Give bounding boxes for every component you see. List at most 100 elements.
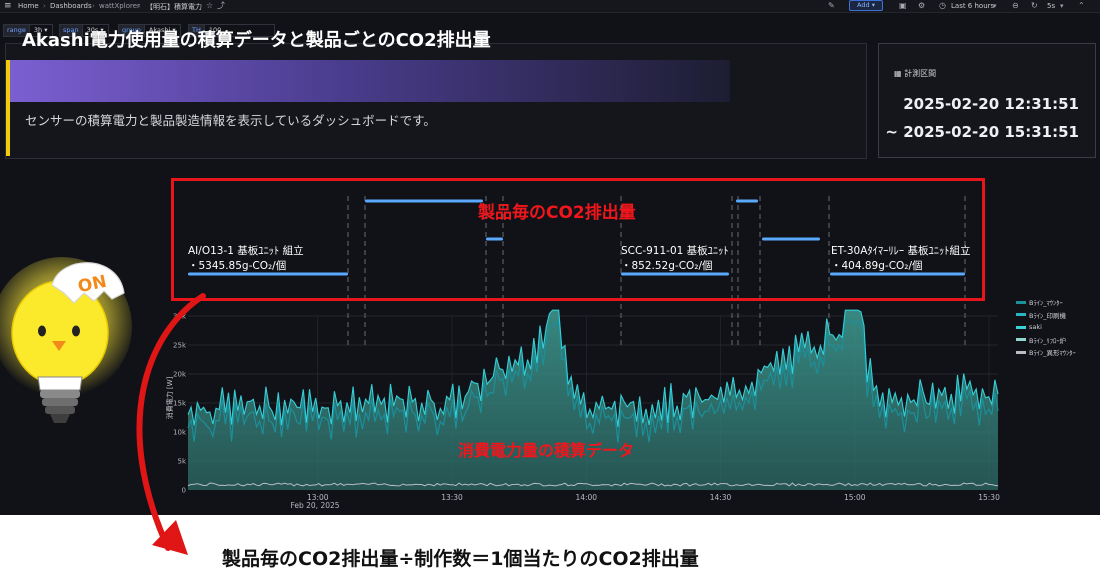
breadcrumb-dashboards[interactable]: Dashboards [50,2,92,10]
legend-swatch [1016,313,1026,317]
variable-value[interactable]: 3h ▾ [29,24,53,37]
production-bars [188,199,965,276]
title-banner [10,60,730,102]
lightbulb-mascot: ON [0,257,132,423]
variables-bar: range 3h ▾ span 30s ▾ group Akashi ▾ TH … [0,24,300,38]
series-line-odd-mounter [187,482,999,487]
breadcrumb-separator: › [92,2,95,10]
product-label: AI/O13-1 基板ﾕﾆｯﾄ 組立 ・5345.85g-CO₂/個 [188,244,304,274]
calendar-icon: ▦ [894,69,902,78]
variable-group[interactable]: group Akashi ▾ [118,24,181,37]
variable-label: range [3,24,30,37]
product-name: AI/O13-1 基板ﾕﾆｯﾄ 組立 [188,245,304,257]
legend-swatch [1016,300,1026,304]
x-tick-label: 15:30 [978,493,1000,502]
variable-value[interactable]: 30s ▾ [82,24,109,37]
y-tick-label: 5k [177,458,186,466]
variable-label: span [59,24,83,37]
y-tick-label: 25k [173,342,187,350]
variable-label: group [118,24,145,37]
legend-item[interactable]: saki [1016,321,1100,334]
title-panel [5,43,867,159]
menu-icon[interactable]: ≡ [4,1,12,11]
legend-item[interactable]: Bﾗｲﾝ_ﾘﾌﾛｰ炉 [1016,334,1100,347]
zoom-out-icon[interactable]: ⊖ [1012,1,1019,10]
breadcrumb-home[interactable]: Home [18,2,39,10]
product-co2: ・404.89g-CO₂/個 [831,260,923,272]
breadcrumb-separator: › [138,2,141,10]
dashboard-screen: ≡ Home › Dashboards › wattXplorer › 【明石】… [0,0,1100,515]
x-tick-label: 14:30 [710,493,732,502]
legend-item[interactable]: Bﾗｲﾝ_異形ﾏｳﾝﾀｰ [1016,346,1100,359]
refresh-icon[interactable]: ↻ [1031,1,1038,10]
production-bar [365,199,483,203]
production-bar [188,272,348,276]
x-axis: 13:00 13:30 14:00 14:30 15:00 15:30 [307,493,1000,502]
series-area-fill [188,310,998,490]
production-bar [762,237,820,241]
share-icon[interactable]: ⤴ [217,1,225,10]
product-label: SCC-911-01 基板ﾕﾆｯﾄ ・852.52g-CO₂/個 [621,244,729,274]
legend-swatch [1016,338,1026,342]
co2-annotation-box [171,178,985,301]
y-tick-label: 0 [182,487,186,495]
variable-th[interactable]: TH 100 [188,24,275,37]
breadcrumb-folder[interactable]: wattXplorer [99,2,140,10]
legend-item[interactable]: Bﾗｲﾝ_印刷機 [1016,309,1100,322]
product-name: SCC-911-01 基板ﾕﾆｯﾄ [621,245,729,257]
title-accent-bar [6,60,10,156]
period-end: ~ 2025-02-20 15:31:51 [885,123,1079,141]
period-heading: ▦ 計測区間 [894,69,937,78]
production-bar [736,199,758,203]
refresh-interval[interactable]: 5s [1047,2,1056,10]
collapse-icon[interactable]: ⌃ [1078,1,1085,10]
page-title: Akashi電力使用量の積算データと製品ごとのCO2排出量 [22,30,491,51]
variable-range[interactable]: range 3h ▾ [3,24,53,37]
variable-value[interactable]: Akashi ▾ [144,24,181,37]
period-start: 2025-02-20 12:31:51 [903,95,1079,113]
x-tick-label: 14:00 [575,493,597,502]
product-co2: ・852.52g-CO₂/個 [621,260,713,272]
production-bar [621,272,729,276]
y-tick-label: 20k [173,371,187,379]
legend-item[interactable]: Bﾗｲﾝ_ﾏｳﾝﾀｰ [1016,296,1100,309]
product-label: ET-30Aﾀｲﾏｰﾘﾚｰ 基板ﾕﾆｯﾄ組立 ・404.89g-CO₂/個 [831,244,971,274]
add-button-label: Add [857,1,870,9]
legend-swatch [1016,325,1026,329]
legend-swatch [1016,350,1026,354]
breadcrumb-dashboard: 【明石】積算電力 [146,3,202,11]
edit-icon[interactable]: ✎ [828,1,835,10]
chevron-down-icon: ▾ [993,2,997,10]
breadcrumb-separator: › [43,2,46,10]
clock-icon: ◷ [939,1,946,10]
series-line-saki [187,309,999,428]
production-bar [486,237,503,241]
save-icon[interactable]: ▣ [899,1,907,10]
x-tick-label: 13:00 [307,493,329,502]
series-line-mounter [187,318,999,443]
y-tick-label: 30k [173,313,187,321]
variable-input[interactable]: 100 [204,24,275,37]
measurement-period-panel: ▦ 計測区間 2025-02-20 12:31:51 ~ 2025-02-20 … [878,43,1096,158]
chart-legend: Bﾗｲﾝ_ﾏｳﾝﾀｰ Bﾗｲﾝ_印刷機 saki Bﾗｲﾝ_ﾘﾌﾛｰ炉 Bﾗｲﾝ… [1016,296,1100,359]
power-annotation-label: 消費電力量の積算データ [458,441,635,460]
settings-icon[interactable]: ⚙ [918,1,926,10]
y-axis-label: 消費電力 [W] [165,376,174,419]
y-axis: 5k 10k 15k 20k 25k 30k 0 [173,313,187,495]
co2-annotation-label: 製品毎のCO2排出量 [478,203,636,223]
time-range-picker[interactable]: Last 6 hours [951,2,995,10]
product-co2: ・5345.85g-CO₂/個 [188,260,287,272]
star-icon[interactable]: ☆ [206,1,214,10]
production-boundaries [347,196,966,345]
chevron-down-icon: ▾ [1060,2,1064,10]
add-button[interactable]: Add ▾ [849,0,883,11]
top-nav: ≡ Home › Dashboards › wattXplorer › 【明石】… [0,0,1100,13]
product-name: ET-30Aﾀｲﾏｰﾘﾚｰ 基板ﾕﾆｯﾄ組立 [831,245,971,257]
page-subtitle: センサーの積算電力と製品製造情報を表示しているダッシュボードです。 [25,113,436,128]
variable-span[interactable]: span 30s ▾ [59,24,109,37]
variable-label: TH [188,24,205,37]
y-tick-label: 10k [173,429,187,437]
x-tick-label: 13:30 [441,493,463,502]
production-bar [830,272,965,276]
